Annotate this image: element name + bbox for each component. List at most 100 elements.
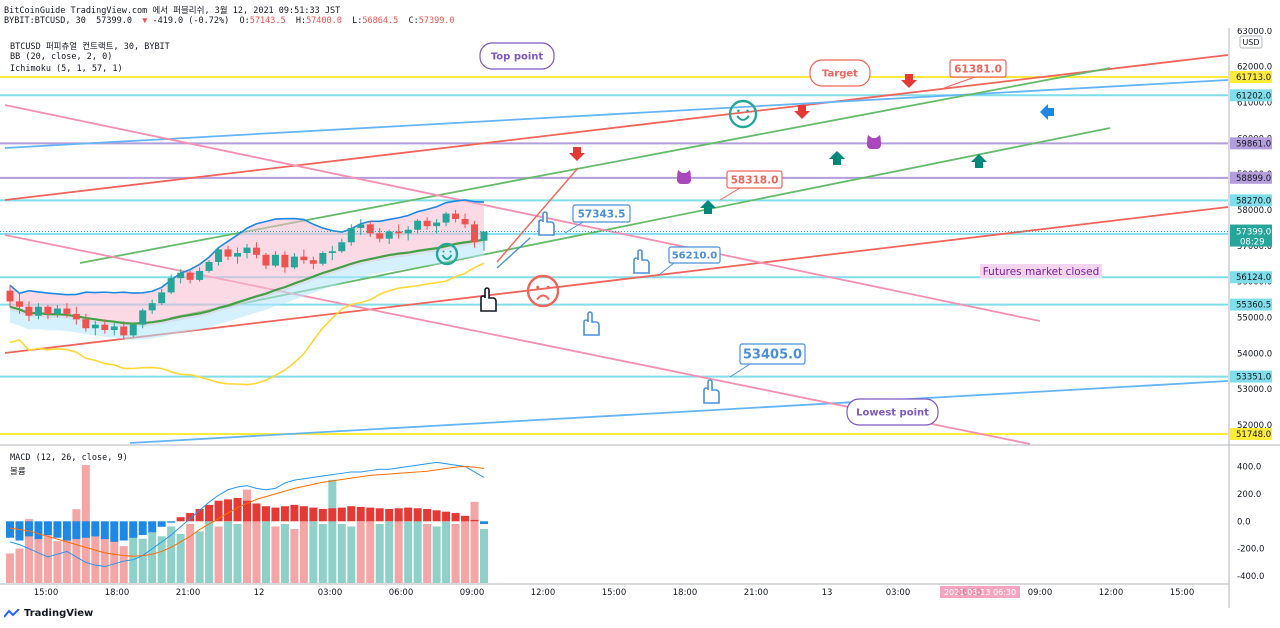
candle bbox=[376, 233, 384, 239]
smiley-face-icon bbox=[728, 99, 758, 129]
time-tick: 06:00 bbox=[389, 588, 414, 598]
volume-bar bbox=[470, 501, 479, 583]
candle bbox=[243, 247, 251, 254]
trendline-blue-lower bbox=[129, 380, 1229, 444]
candle bbox=[186, 272, 194, 280]
macd-histogram-bar bbox=[205, 504, 214, 522]
legend-bb[interactable]: BB (20, close, 2, 0) bbox=[10, 52, 113, 62]
volume-bar bbox=[110, 533, 119, 583]
volume-bar bbox=[290, 528, 299, 583]
smiley-face-icon-eye bbox=[737, 109, 740, 113]
time-tick: 13 bbox=[822, 588, 833, 598]
macd-histogram-bar bbox=[43, 521, 52, 536]
candle bbox=[167, 278, 175, 293]
smiley-face-icon-mouth bbox=[736, 115, 750, 121]
candle bbox=[366, 224, 374, 234]
volume-bar bbox=[214, 526, 223, 583]
time-tick: 15:00 bbox=[602, 588, 627, 598]
macd-histogram-bar bbox=[119, 521, 128, 541]
volume-bar bbox=[385, 521, 394, 583]
up-arrow-icon bbox=[829, 151, 845, 165]
currency-badge bbox=[1239, 35, 1263, 49]
down-arrow-icon: ▼ bbox=[137, 16, 148, 26]
time-tick: 03:00 bbox=[318, 588, 343, 598]
price-tick: 63000.0 bbox=[1237, 28, 1272, 37]
time-tick: 15:00 bbox=[34, 588, 59, 598]
candle bbox=[471, 224, 479, 243]
bollinger-upper bbox=[9, 199, 485, 296]
time-tick: 12:00 bbox=[531, 588, 556, 598]
cat-icon bbox=[867, 138, 881, 149]
volume-bar bbox=[299, 519, 308, 583]
macd-histogram-bar bbox=[442, 511, 451, 522]
legend-volume[interactable]: 볼륨 bbox=[10, 467, 26, 477]
candle bbox=[205, 261, 213, 271]
price-box-61381-text: 61381.0 bbox=[954, 63, 1002, 75]
macd-histogram-bar bbox=[461, 515, 470, 522]
price-tick: 55000.0 bbox=[1237, 313, 1272, 323]
volume-bar bbox=[366, 519, 375, 583]
candle bbox=[139, 310, 147, 325]
level-badge-text-6: 56124.0 bbox=[1236, 273, 1271, 283]
volume-bar bbox=[432, 526, 441, 583]
macd-histogram-bar bbox=[138, 521, 147, 536]
level-badge-text-2: 59861.0 bbox=[1236, 139, 1271, 149]
legend-main[interactable]: BTCUSD 퍼피츄얼 컨트랙트, 30, BYBIT bbox=[10, 42, 170, 52]
macd-histogram-bar bbox=[243, 500, 251, 522]
candle bbox=[91, 324, 99, 329]
volume-bar bbox=[157, 536, 166, 583]
volume-bar bbox=[480, 528, 488, 583]
signal-line bbox=[9, 465, 485, 557]
volume-bar bbox=[243, 489, 251, 583]
candle bbox=[158, 292, 166, 304]
level-badge-9 bbox=[1230, 428, 1272, 440]
level-badge-text-1: 61202.0 bbox=[1236, 91, 1271, 101]
volume-bar bbox=[271, 526, 280, 583]
macd-histogram-bar bbox=[157, 521, 166, 527]
time-tick: 09:00 bbox=[460, 588, 485, 598]
macd-histogram-bar bbox=[176, 517, 185, 522]
pointer-53405 bbox=[729, 363, 751, 378]
level-badge-7 bbox=[1230, 298, 1272, 311]
volume-bar bbox=[328, 479, 337, 583]
candle bbox=[385, 231, 393, 239]
time-highlight-badge bbox=[940, 586, 1020, 598]
volume-bar bbox=[224, 521, 233, 583]
price-tick: 58000.0 bbox=[1237, 206, 1272, 216]
candle bbox=[300, 256, 308, 261]
trendline-red-upper bbox=[4, 54, 1229, 201]
candle bbox=[309, 260, 317, 264]
candle bbox=[328, 251, 336, 254]
volume-bar bbox=[233, 524, 242, 583]
candle bbox=[281, 254, 289, 268]
macd-histogram-bar bbox=[81, 521, 90, 538]
level-badge-2 bbox=[1230, 137, 1272, 150]
candle bbox=[461, 218, 469, 225]
price-chart[interactable]: 61381.0 58318.0 57343.5 56210.0 53405.0 Top p… bbox=[0, 28, 1280, 608]
cat-icon bbox=[677, 173, 691, 184]
price-box-53405-text: 53405.0 bbox=[743, 348, 802, 363]
macd-histogram-bar bbox=[404, 507, 413, 522]
macd-histogram-bar bbox=[394, 508, 403, 522]
macd-histogram-bar bbox=[309, 507, 318, 522]
level-badge-text-0: 61713.0 bbox=[1236, 73, 1271, 83]
level-badge-8 bbox=[1230, 370, 1272, 383]
macd-histogram-bar bbox=[252, 503, 261, 522]
symbol: BYBIT:BTCUSD, 30 bbox=[4, 16, 86, 26]
current-price-text: 57399.0 bbox=[1236, 228, 1271, 238]
macd-histogram-bar bbox=[356, 506, 365, 522]
callout-top-point-text: Top point bbox=[491, 52, 544, 63]
callout-lowest-point-text: Lowest point bbox=[856, 408, 929, 419]
volume-bar bbox=[461, 516, 470, 583]
macd-histogram-bar bbox=[299, 506, 308, 522]
price-box-57343 bbox=[572, 204, 631, 223]
legend-macd[interactable]: MACD (12, 26, close, 9) bbox=[10, 453, 128, 463]
legend-ichimoku[interactable]: Ichimoku (5, 1, 57, 1) bbox=[10, 64, 123, 74]
volume-bar bbox=[423, 524, 432, 583]
tradingview-logo[interactable]: TradingView bbox=[4, 608, 93, 619]
macd-histogram-bar bbox=[280, 506, 289, 522]
macd-histogram-bar bbox=[224, 499, 233, 522]
volume-bar bbox=[62, 536, 71, 583]
macd-histogram-bar bbox=[91, 521, 100, 537]
candle bbox=[433, 222, 441, 227]
